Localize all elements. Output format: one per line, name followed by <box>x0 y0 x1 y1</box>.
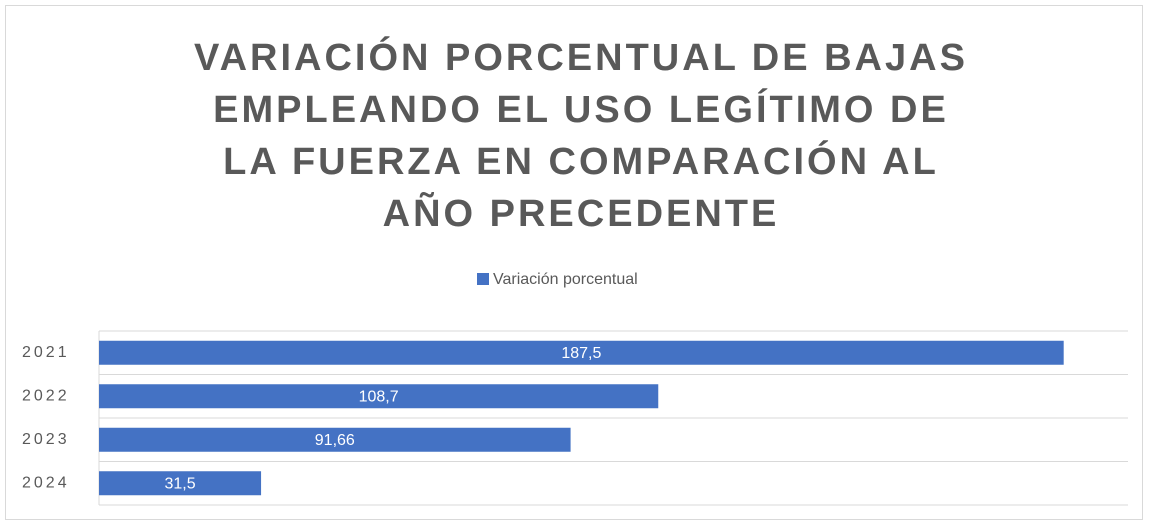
bar <box>99 384 659 409</box>
y-tick-label: 2021 <box>22 344 70 361</box>
y-tick-label: 2024 <box>22 474 70 491</box>
data-label: 91,66 <box>315 432 355 449</box>
chart-title: VARIACIÓN PORCENTUAL DE BAJAS EMPLEANDO … <box>194 37 968 235</box>
chart-frame <box>5 5 1143 520</box>
legend-label: Variación porcentual <box>493 271 638 288</box>
bar <box>99 340 1064 365</box>
y-tick-label: 2022 <box>22 387 70 404</box>
legend-swatch <box>477 273 489 285</box>
data-label: 108,7 <box>359 388 399 405</box>
data-label: 187,5 <box>561 345 601 362</box>
y-tick-label: 2023 <box>22 431 70 448</box>
bar <box>99 427 571 452</box>
data-label: 31,5 <box>164 475 195 492</box>
bar <box>99 471 262 496</box>
